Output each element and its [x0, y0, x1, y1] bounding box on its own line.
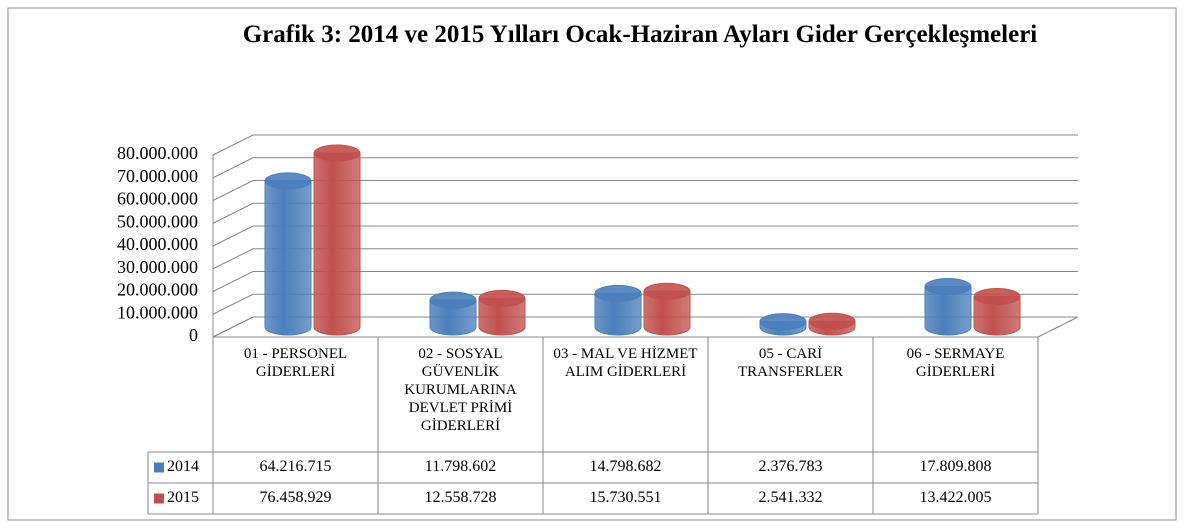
- grid-line: [212, 157, 1078, 179]
- y-tick-label: 10.000.000: [117, 302, 198, 322]
- bar: [429, 291, 477, 336]
- category-label: 05 - CARİ TRANSFERLER: [737, 346, 843, 380]
- data-label: 17.809.808: [920, 458, 992, 475]
- data-label: 2.376.783: [759, 458, 823, 475]
- bar-top: [973, 287, 1021, 305]
- legend-swatch: [154, 462, 164, 473]
- legend-label: 2014: [167, 458, 199, 475]
- y-tick-label: 40.000.000: [117, 234, 198, 254]
- bar: [264, 172, 312, 336]
- category-label: 02 - SOSYAL GÜVENLİK KURUMLARINA DEVLET …: [404, 346, 517, 434]
- bar: [478, 289, 526, 336]
- bar-top: [594, 284, 642, 302]
- y-tick-label: 20.000.000: [117, 280, 198, 300]
- bar-body: [429, 299, 477, 336]
- data-label: 12.558.728: [425, 489, 497, 506]
- y-tick-label: 60.000.000: [117, 189, 198, 209]
- bar: [759, 313, 807, 336]
- y-tick-label: 70.000.000: [117, 166, 198, 186]
- grid-line: [212, 293, 1078, 315]
- grid-line: [212, 180, 1078, 201]
- data-label: 15.730.551: [590, 489, 662, 506]
- y-tick-label: 0: [189, 325, 198, 345]
- grid-line: [212, 134, 1078, 156]
- y-tick-label: 50.000.000: [117, 211, 198, 231]
- category-label: 03 - MAL VE HİZMET ALIM GİDERLERİ: [553, 346, 698, 380]
- data-label: 64.216.715: [260, 458, 332, 475]
- y-tick-label: 30.000.000: [117, 257, 198, 277]
- category-label: 01 - PERSONEL GİDERLERİ: [243, 346, 348, 380]
- y-tick-label: 80.000.000: [117, 143, 198, 163]
- grid-line: [212, 316, 1078, 338]
- bar-body: [924, 285, 972, 336]
- chart-title: Grafik 3: 2014 ve 2015 Yılları Ocak-Hazi…: [242, 21, 1038, 48]
- bar-top: [478, 289, 526, 307]
- legend-label: 2015: [167, 489, 199, 506]
- bar: [643, 282, 691, 336]
- grid-line: [212, 271, 1078, 292]
- bar: [313, 144, 361, 336]
- grid-line: [212, 248, 1078, 270]
- bar-body: [643, 290, 691, 336]
- grid-line: [212, 202, 1078, 224]
- bar-top: [924, 277, 972, 295]
- bar: [973, 287, 1021, 336]
- legend-swatch: [154, 493, 164, 504]
- bar-top: [313, 144, 361, 162]
- data-label: 13.422.005: [920, 489, 992, 506]
- category-label: 06 - SERMAYE GİDERLERİ: [906, 346, 1005, 380]
- bar: [808, 312, 856, 336]
- bar-top: [808, 312, 856, 330]
- data-label: 11.798.602: [425, 458, 496, 475]
- data-label: 14.798.682: [590, 458, 662, 475]
- bar: [924, 277, 972, 336]
- bar-body: [594, 292, 642, 336]
- bar-body: [313, 152, 361, 336]
- bar-body: [264, 180, 312, 336]
- bar-top: [759, 313, 807, 331]
- bar-top: [264, 172, 312, 190]
- bar-body: [973, 295, 1021, 336]
- bar: [594, 284, 642, 336]
- grid-line: [212, 225, 1078, 247]
- bar-body: [478, 297, 526, 336]
- data-label: 76.458.929: [260, 489, 332, 506]
- chart-border: [7, 7, 1177, 521]
- bar-top: [429, 291, 477, 309]
- data-label: 2.541.332: [759, 489, 823, 506]
- bar-top: [643, 282, 691, 300]
